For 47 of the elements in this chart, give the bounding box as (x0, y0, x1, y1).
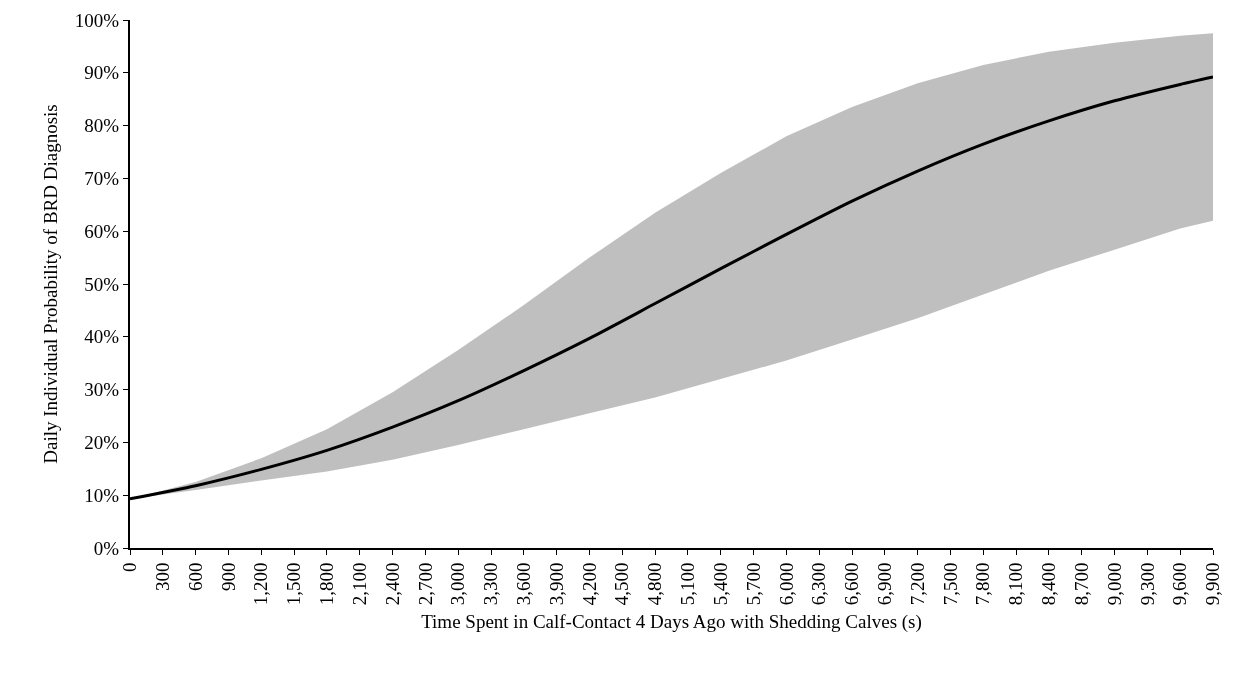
x-tick-label: 9,000 (1103, 562, 1125, 606)
x-tick-label: 5,400 (709, 562, 731, 606)
y-tick-label: 50% (84, 273, 120, 295)
x-tick-label: 2,100 (348, 562, 370, 606)
y-tick-label: 10% (84, 484, 120, 506)
x-tick-label: 3,300 (480, 562, 502, 606)
y-tick-label: 80% (84, 115, 120, 137)
x-tick-label: 0 (119, 562, 141, 573)
x-tick-label: 6,600 (841, 562, 863, 606)
y-tick-label: 100% (74, 9, 120, 31)
x-tick-label: 2,700 (414, 562, 436, 606)
y-tick-label: 40% (84, 326, 120, 348)
y-tick-label: 0% (93, 537, 120, 559)
x-tick-label: 1,500 (283, 562, 305, 606)
x-tick-label: 8,400 (1038, 562, 1060, 606)
x-tick-label: 3,900 (545, 562, 567, 606)
x-tick-label: 3,000 (447, 562, 469, 606)
x-tick-label: 3,600 (512, 562, 534, 606)
x-tick-label: 6,000 (775, 562, 797, 606)
x-tick-label: 4,800 (644, 562, 666, 606)
x-tick-label: 900 (217, 562, 239, 592)
y-axis-title: Daily Individual Probability of BRD Diagnosis (40, 104, 62, 464)
x-tick-label: 9,600 (1169, 562, 1191, 606)
x-tick-label: 600 (184, 562, 206, 592)
x-tick-label: 7,200 (906, 562, 928, 606)
y-tick-label: 90% (84, 62, 120, 84)
x-tick-label: 1,200 (250, 562, 272, 606)
x-tick-label: 1,800 (316, 562, 338, 606)
x-tick-label: 6,300 (808, 562, 830, 606)
x-tick-label: 4,200 (578, 562, 600, 606)
x-tick-label: 8,700 (1070, 562, 1092, 606)
x-tick-label: 300 (152, 562, 173, 592)
x-tick-label: 4,500 (611, 562, 633, 606)
x-tick-label: 7,800 (972, 562, 994, 606)
y-tick-label: 70% (84, 168, 120, 190)
x-tick-label: 9,300 (1136, 562, 1158, 606)
x-tick-label: 5,700 (742, 562, 764, 606)
y-tick-label: 60% (84, 220, 120, 242)
x-tick-label: 8,100 (1005, 562, 1027, 606)
x-tick-label: 7,500 (939, 562, 961, 606)
x-tick-label: 9,900 (1202, 562, 1224, 606)
x-tick-label: 2,400 (381, 562, 403, 606)
x-tick-label: 6,900 (873, 562, 895, 606)
x-tick-label: 5,100 (677, 562, 699, 606)
y-tick-label: 20% (84, 432, 120, 454)
x-axis-title: Time Spent in Calf-Contact 4 Days Ago with Shedding Calves (s) (421, 610, 922, 633)
y-tick-label: 30% (84, 379, 120, 401)
